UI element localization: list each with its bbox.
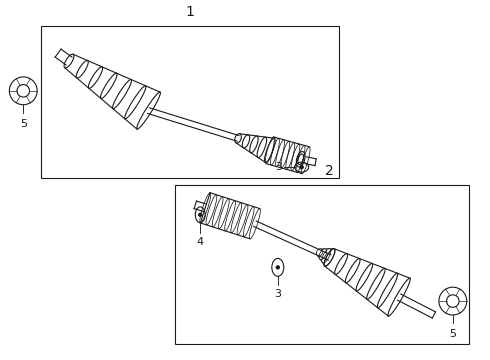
Text: 2: 2 [325, 164, 334, 178]
Text: 3: 3 [274, 289, 281, 299]
Text: 3: 3 [275, 162, 282, 172]
Text: 4: 4 [196, 237, 204, 247]
Text: 5: 5 [20, 118, 27, 129]
Text: 5: 5 [449, 329, 456, 339]
Circle shape [300, 166, 303, 169]
Circle shape [199, 213, 202, 216]
Bar [175, 185, 469, 344]
Circle shape [276, 266, 279, 269]
Bar [41, 26, 340, 178]
Text: 1: 1 [186, 5, 195, 19]
